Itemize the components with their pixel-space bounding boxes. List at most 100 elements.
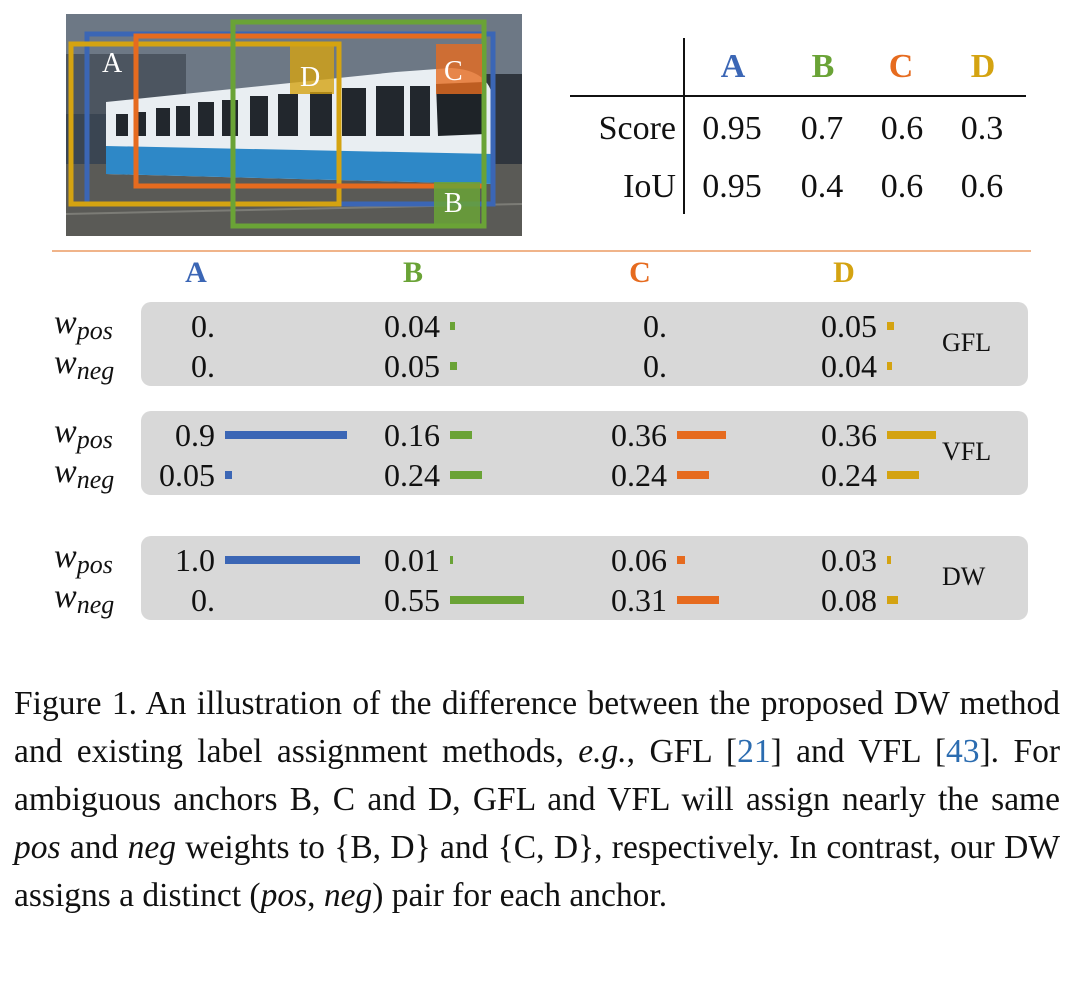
anchor-box-d bbox=[68, 41, 342, 207]
weight-value: 0.05 bbox=[384, 348, 440, 384]
label-tab-c bbox=[436, 44, 482, 94]
weight-symbol: w bbox=[54, 578, 77, 615]
weight-value: 0.36 bbox=[821, 417, 877, 453]
weight-value: 1.0 bbox=[175, 542, 215, 578]
weight-bar-d bbox=[887, 362, 892, 370]
table-cell: 0.6 bbox=[880, 168, 924, 205]
table-header-c: C bbox=[888, 48, 914, 85]
caption-neg: neg bbox=[127, 829, 176, 866]
weight-value: 0.04 bbox=[384, 308, 440, 344]
weight-column-header-b: B bbox=[402, 256, 423, 289]
weight-value: 0.16 bbox=[384, 417, 440, 453]
method-label: DW bbox=[942, 562, 986, 591]
citation-link-21[interactable]: 21 bbox=[737, 733, 771, 770]
weight-bar-d bbox=[887, 322, 894, 330]
weight-value: 0.31 bbox=[611, 582, 667, 618]
weight-bar-a bbox=[225, 556, 360, 564]
figure-caption: Figure 1. An illustration of the differe… bbox=[14, 680, 1060, 920]
weight-value: 0.24 bbox=[384, 457, 440, 493]
citation-link-43[interactable]: 43 bbox=[945, 733, 980, 770]
anchor-box-b bbox=[230, 19, 487, 229]
method-label: VFL bbox=[942, 437, 992, 466]
method-band-gfl bbox=[141, 302, 1028, 386]
weight-value: 0.05 bbox=[159, 457, 215, 493]
weight-label-pos: wpos bbox=[54, 540, 113, 578]
weight-subscript: neg bbox=[76, 356, 115, 385]
box-label-c: C bbox=[444, 56, 463, 87]
weight-value: 0. bbox=[191, 348, 215, 384]
weight-value: 0.08 bbox=[821, 582, 877, 618]
weight-bar-b bbox=[450, 471, 482, 479]
caption-text: , bbox=[307, 877, 324, 914]
weight-subscript: neg bbox=[76, 590, 115, 619]
weight-bar-d bbox=[887, 556, 891, 564]
weight-bar-d bbox=[887, 596, 898, 604]
weight-value: 0.9 bbox=[175, 417, 215, 453]
table-cell: 0.7 bbox=[800, 110, 844, 147]
weight-bar-c bbox=[677, 431, 726, 439]
table-row-label-score: Score bbox=[598, 110, 676, 147]
weight-subscript: pos bbox=[76, 316, 113, 345]
table-cell: 0.3 bbox=[960, 110, 1004, 147]
weight-bar-c bbox=[677, 596, 719, 604]
weight-value: 0.24 bbox=[821, 457, 877, 493]
weight-label-neg: wneg bbox=[54, 346, 114, 384]
weight-label-pos: wpos bbox=[54, 306, 113, 344]
weight-symbol: w bbox=[54, 453, 77, 490]
weight-bar-b bbox=[450, 556, 453, 564]
caption-text: ] and VFL [ bbox=[770, 733, 946, 770]
weight-bar-b bbox=[450, 322, 455, 330]
table-row-label-iou: IoU bbox=[623, 168, 676, 205]
caption-text: weights to {B, D} and {C, D}, respective… bbox=[14, 829, 1060, 914]
score-iou-table: A B C D Score 0.95 0.7 0.6 0.3 IoU 0.95 … bbox=[570, 38, 1026, 214]
table-cell: 0.6 bbox=[960, 168, 1004, 205]
weight-bar-c bbox=[677, 556, 685, 564]
method-band-dw bbox=[141, 536, 1028, 620]
caption-text: ) pair for each anchor. bbox=[372, 877, 668, 914]
weight-value: 0. bbox=[191, 582, 215, 618]
caption-text: ]. For ambiguous anchors B, C and D, GFL… bbox=[14, 733, 1060, 818]
weight-bar-a bbox=[225, 431, 347, 439]
weight-value: 0.55 bbox=[384, 582, 440, 618]
tram-blue-stripe bbox=[106, 146, 494, 184]
label-tab-b bbox=[434, 182, 480, 224]
weight-bar-b bbox=[450, 431, 472, 439]
caption-text: Figure 1. An illustration of the differe… bbox=[14, 685, 1060, 770]
weight-bar-c bbox=[677, 471, 709, 479]
box-label-d: D bbox=[300, 62, 320, 93]
table-cell: 0.4 bbox=[800, 168, 844, 205]
weight-bar-a bbox=[225, 471, 232, 479]
weight-subscript: pos bbox=[76, 425, 113, 454]
weight-symbol: w bbox=[54, 304, 77, 341]
label-tab-d bbox=[290, 44, 334, 94]
box-label-b: B bbox=[444, 188, 463, 219]
weight-value: 0.01 bbox=[384, 542, 440, 578]
box-label-a: A bbox=[102, 48, 123, 79]
table-vertical-rule bbox=[683, 38, 685, 214]
weight-symbol: w bbox=[54, 538, 77, 575]
caption-pos: pos bbox=[14, 829, 61, 866]
weight-label-neg: wneg bbox=[54, 455, 114, 493]
caption-pos: pos bbox=[260, 877, 308, 914]
caption-text: , GFL [ bbox=[626, 733, 738, 770]
table-header-b: B bbox=[811, 48, 835, 85]
table-header-d: D bbox=[970, 48, 996, 85]
weight-symbol: w bbox=[54, 344, 77, 381]
method-band-vfl bbox=[141, 411, 1028, 495]
weight-value: 0. bbox=[191, 308, 215, 344]
weight-value: 0. bbox=[643, 308, 667, 344]
weight-label-neg: wneg bbox=[54, 580, 114, 618]
weight-bar-b bbox=[450, 596, 524, 604]
tram-windshield bbox=[436, 82, 486, 136]
table-header-a: A bbox=[720, 48, 746, 85]
caption-neg: neg bbox=[323, 877, 373, 914]
weight-subscript: neg bbox=[76, 465, 115, 494]
table-cell: 0.6 bbox=[880, 110, 924, 147]
method-label: GFL bbox=[942, 328, 992, 357]
weight-value: 0.24 bbox=[611, 457, 667, 493]
weight-value: 0.06 bbox=[611, 542, 667, 578]
weight-value: 0.04 bbox=[821, 348, 877, 384]
table-horizontal-rule bbox=[570, 95, 1026, 97]
table-cell: 0.95 bbox=[702, 110, 762, 147]
weight-value: 0.36 bbox=[611, 417, 667, 453]
